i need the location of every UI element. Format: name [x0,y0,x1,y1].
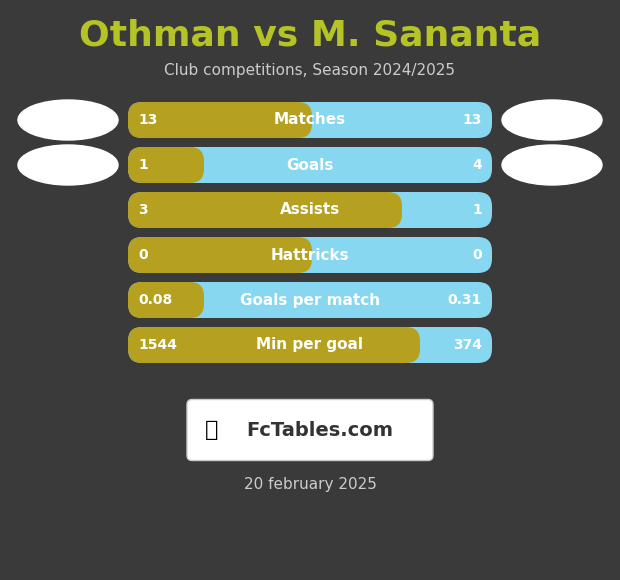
Text: FcTables.com: FcTables.com [247,420,394,440]
Text: 0: 0 [472,248,482,262]
Text: 0: 0 [138,248,148,262]
FancyBboxPatch shape [128,147,492,183]
Text: 📊: 📊 [205,420,219,440]
FancyBboxPatch shape [128,192,492,228]
Ellipse shape [502,145,602,185]
Ellipse shape [18,100,118,140]
FancyBboxPatch shape [128,237,312,273]
Text: 3: 3 [138,203,148,217]
FancyBboxPatch shape [128,327,420,363]
FancyBboxPatch shape [187,400,433,461]
FancyBboxPatch shape [128,102,492,138]
Text: Othman vs M. Sananta: Othman vs M. Sananta [79,18,541,52]
Text: 1: 1 [472,203,482,217]
Text: Club competitions, Season 2024/2025: Club competitions, Season 2024/2025 [164,63,456,78]
Text: Assists: Assists [280,202,340,218]
Text: 1: 1 [138,158,148,172]
FancyBboxPatch shape [128,237,492,273]
Text: 13: 13 [463,113,482,127]
Ellipse shape [18,145,118,185]
Ellipse shape [502,100,602,140]
Text: 4: 4 [472,158,482,172]
FancyBboxPatch shape [128,147,204,183]
Text: Min per goal: Min per goal [257,338,363,353]
Text: Hattricks: Hattricks [271,248,349,263]
Text: 13: 13 [138,113,157,127]
FancyBboxPatch shape [128,282,492,318]
Text: Matches: Matches [274,113,346,128]
Text: 374: 374 [453,338,482,352]
FancyBboxPatch shape [128,282,204,318]
Text: Goals per match: Goals per match [240,292,380,307]
Text: Goals: Goals [286,158,334,172]
FancyBboxPatch shape [128,192,402,228]
FancyBboxPatch shape [128,102,312,138]
Text: 20 february 2025: 20 february 2025 [244,477,376,492]
Text: 0.08: 0.08 [138,293,172,307]
Text: 0.31: 0.31 [448,293,482,307]
FancyBboxPatch shape [128,327,492,363]
Text: 1544: 1544 [138,338,177,352]
